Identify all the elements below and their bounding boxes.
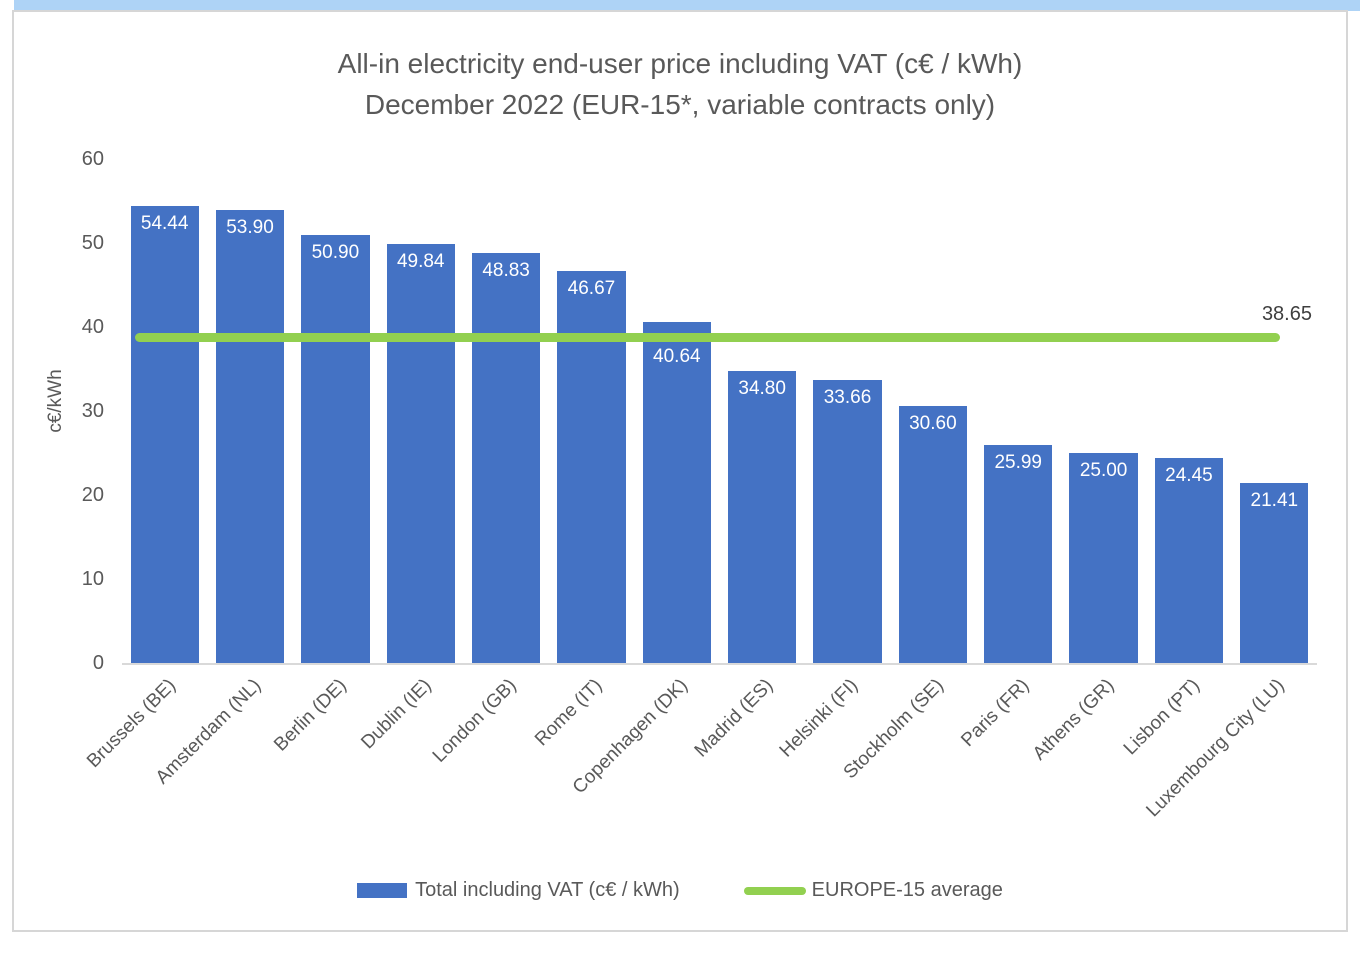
bar: 48.83 [471,252,541,663]
bar-slot: 49.84 [378,159,463,663]
bar: 49.84 [386,244,455,663]
y-tick-label: 20 [81,484,104,507]
y-tick-label: 60 [81,148,104,170]
bar: 46.67 [557,270,626,663]
bar-slot: 24.45 [1146,159,1231,663]
category-label: Helsinki (FI) [775,675,863,762]
y-tick-label: 30 [81,400,104,422]
bar-slot: 30.60 [890,159,975,663]
bar: 50.90 [301,235,370,663]
category-label: London (GB) [429,675,521,767]
bar-slot: 53.90 [207,159,292,663]
bar: 40.64 [642,321,711,663]
category-label: Athens (GR) [1028,675,1119,765]
chart-title-line2: December 2022 (EUR-15*, variable contrac… [364,88,996,120]
category-label: Dublin (IE) [357,675,436,754]
bar-value-label: 25.99 [994,451,1042,473]
category-label: Paris (FR) [957,675,1034,752]
legend-label-average: EUROPE-15 average [811,879,1003,901]
average-line [135,333,1280,343]
bar: 21.41 [1240,483,1309,663]
bar: 30.60 [898,405,967,663]
bar: 54.44 [130,205,199,663]
bar-slot: 40.64 [634,159,719,663]
bar: 25.00 [1069,453,1138,663]
bar: 34.80 [728,370,797,663]
bar-value-label: 48.83 [482,259,530,281]
bar-value-label: 30.60 [909,412,957,434]
bar-value-label: 21.41 [1250,490,1299,512]
bar-value-label: 25.00 [1079,460,1128,481]
legend-item-total: Total including VAT (c€ / kWh) [357,879,680,902]
chart-title-line1: All-in electricity end-user price includ… [337,48,1023,79]
bar: 53.90 [215,210,285,663]
bar-slot: 33.66 [805,159,890,663]
bar: 25.99 [984,444,1053,663]
y-tick-label: 10 [81,568,104,591]
bar-slot: 25.99 [976,159,1061,663]
bar-slot: 54.44 [122,159,207,663]
bar-value-label: 40.64 [653,346,701,368]
bar-value-label: 34.80 [738,377,786,399]
bar-value-label: 53.90 [226,217,274,239]
bar: 24.45 [1154,457,1224,663]
category-label: Berlin (DE) [269,675,351,756]
bar-slot: 25.00 [1061,159,1146,663]
legend-label-total: Total including VAT (c€ / kWh) [415,879,680,901]
average-value-label: 38.65 [1261,303,1312,326]
bar-slot: 21.41 [1232,159,1317,663]
bar-value-label: 50.90 [311,242,360,264]
y-tick-label: 40 [81,316,104,339]
bar: 33.66 [813,380,882,663]
bar-slot: 50.90 [293,159,378,663]
bar-slot: 48.83 [463,159,548,663]
chart-frame: All-in electricity end-user price includ… [12,10,1348,932]
bar-series-swatch [357,883,408,898]
bar-value-label: 46.67 [567,277,616,299]
bar-value-label: 54.44 [140,212,189,234]
category-label: Madrid (ES) [690,675,778,762]
y-tick-label: 0 [92,652,104,674]
legend: Total including VAT (c€ / kWh) EUROPE-15… [14,879,1346,902]
bar-value-label: 49.84 [396,251,445,273]
chart-title: All-in electricity end-user price includ… [14,44,1346,125]
legend-item-average: EUROPE-15 average [743,879,1003,902]
bar-slot: 34.80 [720,159,805,663]
bar-value-label: 24.45 [1165,464,1213,486]
category-label: Lisbon (PT) [1119,675,1204,760]
plot-area: c€/kWh 38.65 0 10 20 30 40 50 60 54.44 Brussels … [45,149,1317,821]
category-label: Rome (IT) [531,675,607,751]
y-tick-label: 50 [81,232,104,254]
category-label: Luxembourg City (LU) [1142,675,1290,822]
bar-slot: 46.67 [549,159,634,663]
average-line-swatch [743,886,806,895]
top-blue-strip [14,0,1360,11]
bar-value-label: 33.66 [823,387,872,409]
